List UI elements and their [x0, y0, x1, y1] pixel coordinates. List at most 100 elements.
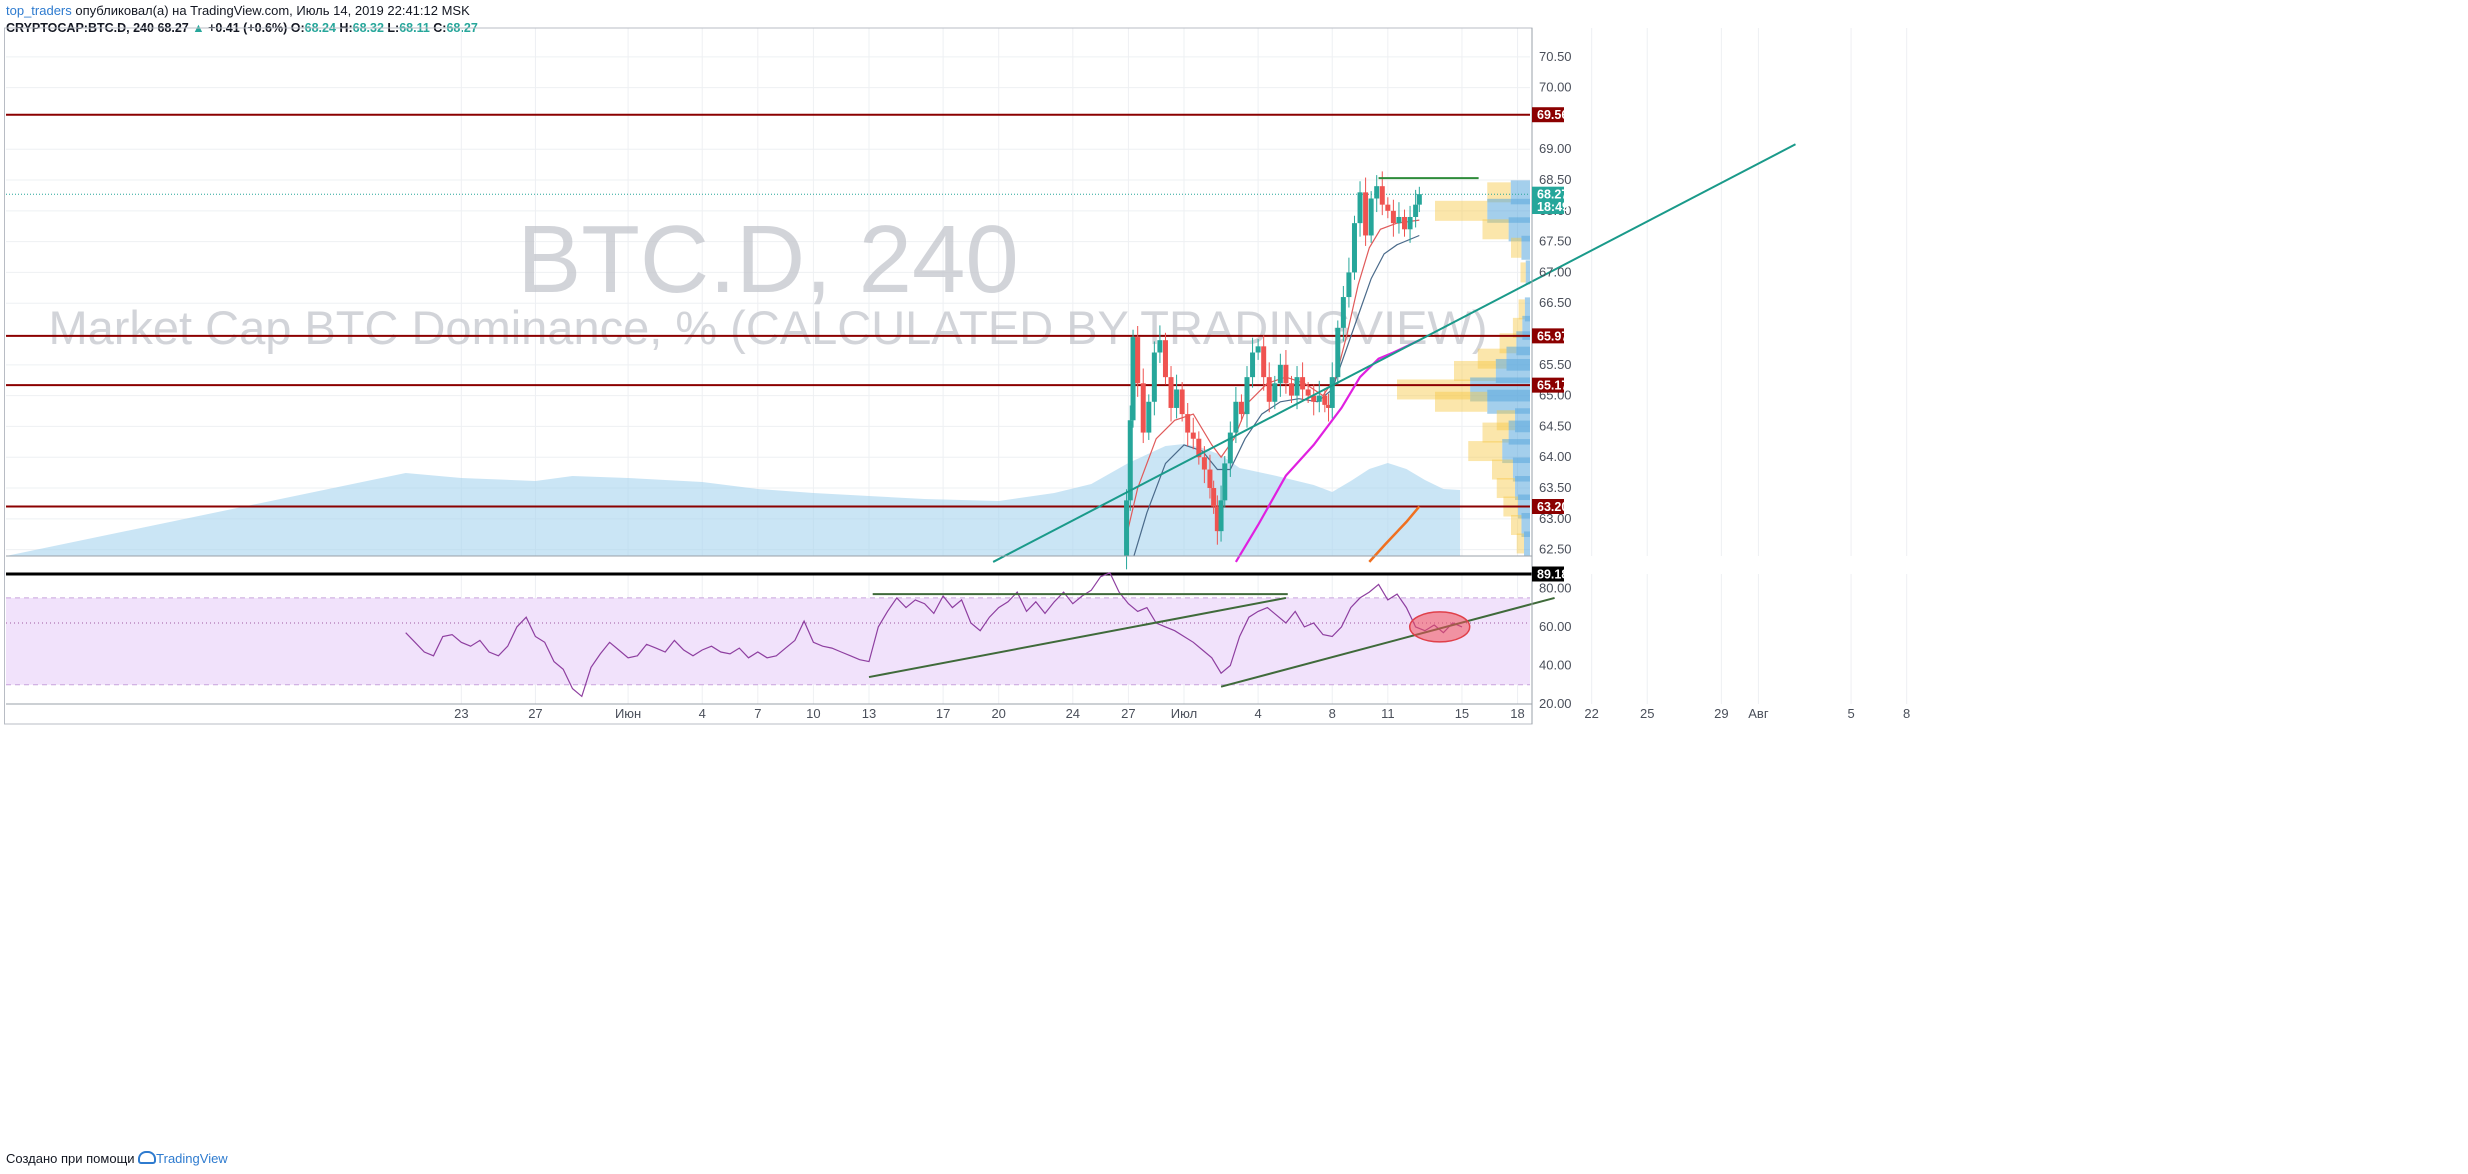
- time-tick-label: 25: [1640, 706, 1654, 721]
- tradingview-logo-icon: [138, 1151, 157, 1164]
- time-axis[interactable]: 23 27 Июн 4 7 10 13 17 20 24 27 Июл 4 8 11 15 18 22 25 29 Ав…: [454, 706, 1910, 721]
- candle-body: [1238, 401, 1244, 415]
- candle-body: [1407, 216, 1413, 230]
- candle-body: [1385, 204, 1391, 211]
- price-tick-label: 62.50: [1539, 542, 1572, 557]
- profile-bar: [1511, 514, 1522, 535]
- drawings[interactable]: [992, 143, 1796, 563]
- watermark: BTC.D, 240 Market Cap BTC Dominance, % (…: [48, 206, 1487, 354]
- candle-body: [1316, 395, 1322, 402]
- price-tick-label: 69.00: [1539, 141, 1572, 156]
- candle-body: [1218, 500, 1224, 532]
- candle-body: [1244, 377, 1250, 415]
- price-tick-label: 70.00: [1539, 80, 1572, 95]
- rsi-pane: [6, 572, 1555, 698]
- price-tick-label: 66.50: [1539, 295, 1572, 310]
- price-tick-label: 63.50: [1539, 480, 1572, 495]
- profile-bar: [1512, 317, 1523, 338]
- candle-body: [1174, 389, 1180, 408]
- profile-bar: [1492, 459, 1513, 480]
- time-tick-label: 13: [862, 706, 876, 721]
- rsi-tick-label: 20.00: [1539, 696, 1572, 711]
- candle-body: [1179, 389, 1185, 415]
- candle-body: [1157, 340, 1163, 353]
- candle-body: [1329, 377, 1335, 408]
- time-tick-label: 23: [454, 706, 468, 721]
- volume-profile: [1397, 180, 1530, 556]
- profile-bar: [1516, 533, 1525, 554]
- profile-bar: [1508, 217, 1530, 242]
- candle-body: [1283, 364, 1289, 384]
- publish-info: опубликовал(а) на TradingView.com, Июль …: [71, 3, 470, 18]
- profile-bar: [1512, 457, 1530, 482]
- candle-body: [1168, 377, 1174, 408]
- candle-body: [1346, 272, 1352, 298]
- time-tick-label: 8: [1903, 706, 1910, 721]
- candle-body: [1368, 198, 1374, 236]
- rsi-tick-label: 60.00: [1539, 619, 1572, 634]
- tradingview-brand[interactable]: TradingView: [156, 1151, 228, 1166]
- profile-bar: [1487, 182, 1511, 203]
- candle-body: [1300, 377, 1306, 390]
- candle-body: [1326, 404, 1332, 408]
- candle-body: [1140, 383, 1146, 433]
- time-tick-label: Авг: [1748, 706, 1769, 721]
- profile-bar: [1511, 237, 1522, 258]
- candle-body: [1402, 216, 1408, 230]
- rsi-axis[interactable]: 80.00 60.00 40.00 20.00: [1539, 580, 1572, 711]
- profile-bar: [1482, 219, 1509, 240]
- candle-body: [1255, 346, 1261, 353]
- candle-body: [1390, 210, 1396, 224]
- profile-bar: [1521, 512, 1530, 537]
- ma-red-line: [1124, 219, 1420, 544]
- profile-bar: [1508, 420, 1530, 445]
- candle-body: [1305, 389, 1311, 396]
- price-tag: 68.27: [1537, 188, 1568, 202]
- time-tick-label: 17: [936, 706, 950, 721]
- price-tag: 69.56: [1537, 108, 1568, 122]
- candle-body: [1322, 395, 1328, 405]
- candle-body: [1277, 364, 1283, 384]
- author-link[interactable]: top_traders: [6, 3, 72, 18]
- candle-body: [1311, 395, 1317, 402]
- ma-blue-line: [1133, 234, 1420, 556]
- candle-body: [1396, 216, 1402, 224]
- profile-bar: [1468, 441, 1503, 462]
- candle-body: [1185, 414, 1191, 433]
- rsi-trendline: [1220, 596, 1555, 688]
- profile-bar: [1521, 235, 1530, 260]
- candle-body: [1151, 352, 1157, 402]
- candle-body: [1146, 401, 1152, 433]
- candle-body: [1127, 420, 1133, 501]
- candle-body: [1162, 340, 1168, 378]
- time-tick-label: 8: [1329, 706, 1336, 721]
- created-with: Создано при помощи: [6, 1151, 135, 1166]
- time-tick-label: 18: [1510, 706, 1524, 721]
- candle-body: [1211, 488, 1217, 507]
- candle-body: [1374, 186, 1380, 199]
- price-tick-label: 64.50: [1539, 418, 1572, 433]
- price-axis[interactable]: 70.5070.0069.0068.5068.0067.5067.0066.50…: [1539, 49, 1572, 557]
- profile-bar: [1496, 478, 1516, 499]
- profile-bar: [1435, 200, 1488, 221]
- time-tick-label: 7: [754, 706, 761, 721]
- ma-orange-line: [1368, 505, 1421, 563]
- price-tag-bg: [1532, 499, 1564, 514]
- rsi-tick-label: 80.00: [1539, 580, 1572, 595]
- volume-bars: [6, 444, 1461, 556]
- candle-body: [1124, 500, 1130, 556]
- candle-body: [1340, 297, 1346, 328]
- candle-body: [1266, 377, 1272, 402]
- rsi-level-tag: 89.18: [1537, 568, 1568, 582]
- profile-bar: [1520, 262, 1526, 283]
- time-tick-label: 22: [1584, 706, 1598, 721]
- rsi-line: [405, 572, 1463, 698]
- candle-body: [1261, 346, 1267, 378]
- price-tag-bg: [1532, 199, 1564, 215]
- time-tick-label: Июл: [1171, 706, 1197, 721]
- watermark-title: BTC.D, 240: [517, 206, 1019, 313]
- candle-body: [1130, 337, 1136, 421]
- ma-magenta-line: [1234, 339, 1420, 563]
